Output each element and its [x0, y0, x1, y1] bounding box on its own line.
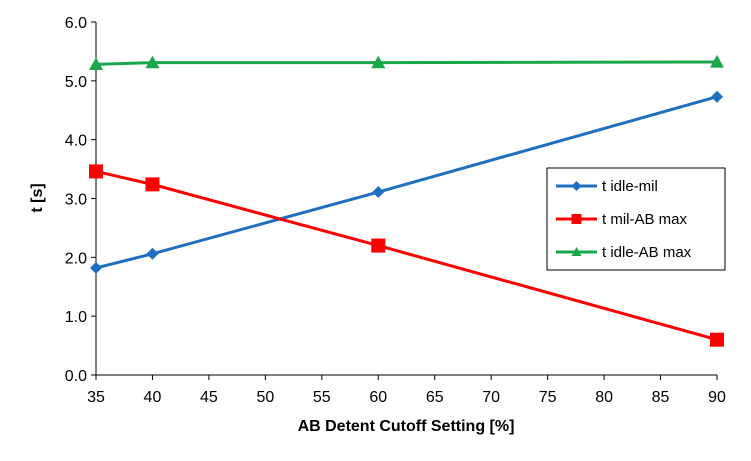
x-tick-label: 70 — [482, 389, 500, 406]
x-tick-label: 45 — [200, 389, 218, 406]
data-point — [710, 55, 724, 68]
data-point — [710, 332, 724, 347]
x-tick-label: 85 — [652, 389, 670, 406]
y-tick-label: 0.0 — [65, 368, 87, 385]
data-point — [372, 186, 385, 199]
x-tick-label: 65 — [426, 389, 444, 406]
data-point — [145, 177, 160, 192]
legend: t idle-mil t mil-AB max t idle-AB max — [546, 167, 726, 271]
x-tick-label: 80 — [595, 389, 613, 406]
legend-label: t idle-AB max — [602, 244, 692, 261]
legend-marker — [571, 181, 582, 191]
x-tick-label: 55 — [313, 389, 331, 406]
y-tick-label: 4.0 — [65, 133, 87, 150]
x-tick-label: 50 — [256, 389, 274, 406]
x-tick-label: 75 — [539, 389, 557, 406]
x-tick-label: 35 — [87, 389, 105, 406]
series-line — [95, 60, 718, 66]
data-point — [145, 55, 160, 69]
series-line — [95, 169, 718, 342]
series-t-mil-AB-max — [89, 164, 724, 347]
legend-marker — [571, 247, 582, 256]
x-axis-title: AB Detent Cutoff Setting [%] — [298, 418, 515, 435]
data-point — [89, 57, 103, 70]
y-tick-label: 3.0 — [65, 192, 87, 209]
x-tick-label: 40 — [144, 389, 162, 406]
legend-label: t mil-AB max — [602, 211, 688, 228]
data-point — [90, 261, 102, 274]
axes: 0.0 1.0 2.0 3.0 4.0 5.0 6.0 35 40 45 50 55 60 65 70 75 8… — [65, 15, 726, 406]
data-point — [371, 238, 386, 253]
x-tick-label: 60 — [369, 389, 387, 406]
series-layer — [89, 55, 724, 347]
y-tick-label: 1.0 — [65, 309, 87, 326]
legend-label: t idle-mil — [602, 178, 658, 195]
series-line — [95, 95, 718, 270]
y-tick-label: 2.0 — [65, 250, 87, 267]
data-point — [146, 247, 159, 260]
data-point — [89, 164, 103, 179]
y-axis-title: t [s] — [29, 183, 46, 212]
y-tick-label: 5.0 — [65, 74, 87, 91]
data-point — [371, 55, 386, 69]
series-t-idle-mil — [90, 90, 723, 274]
data-point — [711, 90, 723, 103]
y-tick-label: 6.0 — [65, 15, 87, 32]
x-tick-label: 90 — [708, 389, 726, 406]
series-t-idle-AB-max — [89, 55, 724, 70]
legend-marker — [571, 214, 582, 224]
